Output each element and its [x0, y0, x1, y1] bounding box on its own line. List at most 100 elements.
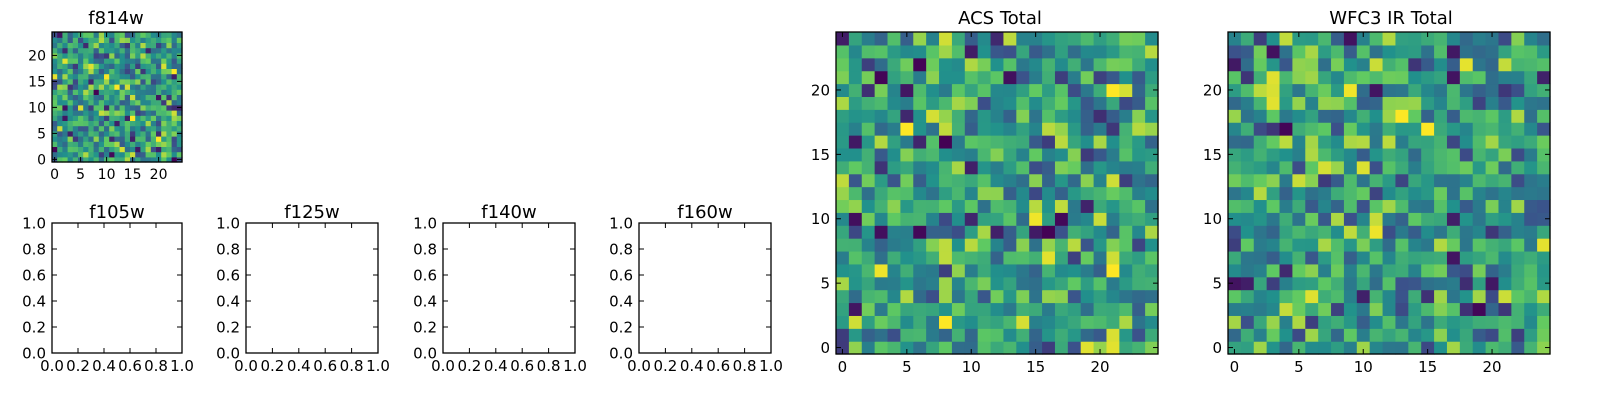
heatmap-cell	[1485, 238, 1500, 252]
heatmap-cell	[861, 186, 876, 201]
heatmap-cell	[990, 109, 1005, 123]
heatmap-cell	[166, 99, 173, 106]
heatmap-cell	[88, 110, 95, 116]
heatmap-cell	[977, 44, 992, 59]
heatmap-cell	[1305, 186, 1319, 201]
heatmap-cell	[1029, 57, 1043, 72]
heatmap-cell	[1318, 173, 1332, 188]
heatmap-cell	[1369, 225, 1384, 239]
panel-title: f125w	[284, 202, 339, 223]
heatmap-cell	[836, 263, 850, 278]
heatmap-cell	[1511, 70, 1525, 85]
heatmap-cell	[1292, 276, 1306, 291]
heatmap-cell	[1132, 289, 1146, 304]
heatmap-cell	[1080, 225, 1095, 239]
heatmap-cell	[161, 104, 167, 111]
heatmap-cell	[57, 32, 63, 38]
heatmap-cell	[161, 125, 167, 132]
heatmap-cell	[171, 89, 178, 95]
heatmap-cell	[98, 141, 105, 147]
heatmap-cell	[166, 94, 173, 101]
heatmap-cell	[1253, 250, 1268, 265]
heatmap-cell	[964, 289, 979, 304]
heatmap-cell	[1434, 212, 1448, 226]
heatmap-cell	[1119, 160, 1133, 175]
heatmap-cell	[1292, 328, 1306, 342]
heatmap-cell	[977, 122, 992, 136]
heatmap-cell	[67, 78, 74, 85]
heatmap-cell	[150, 130, 157, 137]
heatmap-cell	[161, 32, 167, 38]
heatmap-cell	[1106, 44, 1120, 59]
heatmap-cell	[1132, 212, 1146, 226]
heatmap-cell	[119, 89, 126, 95]
heatmap-cell	[1003, 289, 1017, 304]
heatmap-cell	[124, 146, 131, 153]
heatmap-cell	[1421, 341, 1435, 355]
heatmap-cell	[913, 250, 927, 265]
heatmap-cell	[964, 315, 979, 329]
heatmap-cell	[161, 52, 167, 59]
heatmap-cell	[1511, 238, 1525, 252]
heatmap-cell	[1537, 96, 1551, 110]
heatmap-cell	[977, 186, 992, 201]
heatmap-cell	[1080, 32, 1095, 46]
heatmap-cell	[1472, 186, 1487, 201]
heatmap-cell	[109, 32, 115, 38]
heatmap-cell	[861, 57, 876, 72]
heatmap-cell	[1132, 173, 1146, 188]
heatmap-cell	[1266, 135, 1281, 149]
heatmap-cell	[1228, 341, 1242, 355]
heatmap-cell	[1331, 276, 1345, 291]
heatmap-cell	[52, 89, 58, 95]
heatmap-cell	[1485, 328, 1500, 342]
heatmap-cell	[161, 146, 167, 153]
heatmap-cell	[1408, 276, 1422, 291]
heatmap-cell	[1080, 160, 1095, 175]
heatmap-cell	[176, 110, 183, 116]
heatmap-cell	[1240, 160, 1255, 175]
heatmap-cell	[913, 70, 927, 85]
heatmap-cell	[1537, 83, 1551, 97]
heatmap-cell	[1003, 276, 1017, 291]
heatmap-cell	[1446, 173, 1461, 188]
heatmap-cell	[1446, 70, 1461, 85]
x-tick-label: 0.0	[431, 357, 455, 375]
heatmap-cell	[926, 225, 940, 239]
heatmap-cell	[1119, 212, 1133, 226]
heatmap-cell	[1080, 250, 1095, 265]
heatmap-cell	[171, 73, 178, 80]
heatmap-cell	[135, 115, 141, 121]
heatmap-cell	[83, 151, 89, 158]
y-tick-label: 20	[1203, 81, 1222, 99]
y-tick-label: 0.2	[22, 318, 46, 336]
heatmap-cell	[109, 68, 115, 75]
heatmap-cell	[98, 120, 105, 127]
heatmap-cell	[78, 37, 84, 43]
heatmap-cell	[887, 160, 901, 175]
heatmap-cell	[1067, 328, 1082, 342]
heatmap-cell	[93, 42, 100, 49]
heatmap-cell	[836, 199, 850, 213]
heatmap-cell	[104, 73, 110, 80]
heatmap-cell	[1054, 160, 1069, 175]
heatmap-cell	[1080, 238, 1095, 252]
heatmap-cell	[1356, 96, 1371, 110]
heatmap-cell	[900, 263, 914, 278]
heatmap-cell	[861, 250, 876, 265]
heatmap-cell	[1145, 160, 1159, 175]
heatmap-cell	[1459, 289, 1474, 304]
heatmap-cell	[1498, 32, 1512, 46]
heatmap-cell	[964, 173, 979, 188]
heatmap-cell	[861, 302, 876, 316]
heatmap-cell	[176, 68, 183, 75]
heatmap-cell	[1472, 302, 1487, 316]
heatmap-cell	[57, 99, 63, 106]
heatmap-cell	[1524, 122, 1538, 136]
heatmap-cell	[57, 78, 63, 85]
heatmap-cell	[156, 68, 162, 75]
heatmap-cell	[67, 47, 74, 54]
heatmap-cell	[1459, 173, 1474, 188]
heatmap-cell	[166, 73, 173, 80]
